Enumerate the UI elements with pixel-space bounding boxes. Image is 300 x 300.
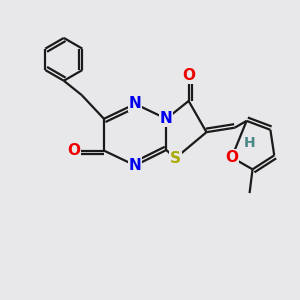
Text: S: S: [170, 151, 181, 166]
Text: O: O: [225, 150, 238, 165]
Text: H: H: [244, 136, 255, 150]
Text: N: N: [160, 111, 173, 126]
Text: N: N: [129, 96, 142, 111]
Text: O: O: [68, 143, 81, 158]
Text: O: O: [182, 68, 195, 83]
Text: N: N: [129, 158, 142, 173]
